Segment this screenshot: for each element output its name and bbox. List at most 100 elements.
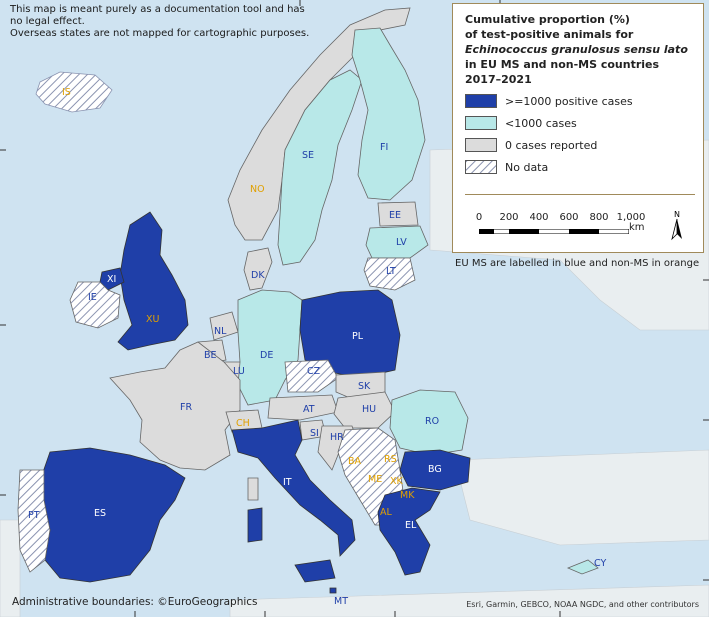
region-pl <box>299 289 401 379</box>
scale-tick-label: 200 <box>499 212 519 223</box>
label-it: IT <box>283 477 292 488</box>
legend-item-low: <1000 cases <box>465 115 693 131</box>
legend-label: >=1000 positive cases <box>505 94 633 108</box>
label-no: NO <box>250 184 265 195</box>
scale-labels: 0 200 400 600 800 1,000 <box>475 212 655 226</box>
label-pl: PL <box>352 331 364 342</box>
label-el: EL <box>405 520 417 531</box>
north-arrow-icon: N <box>671 210 682 241</box>
scale-bar <box>479 229 629 234</box>
region-bg <box>399 449 471 491</box>
country-labels: IS NO SE FI EE LV LT DK XI IE XU NL BE L… <box>28 87 606 607</box>
region-ie <box>69 281 121 329</box>
region-xi <box>99 267 125 291</box>
disclaimer: This map is meant purely as a documentat… <box>10 4 310 40</box>
region-pt <box>17 469 51 573</box>
label-mk: MK <box>400 490 415 501</box>
label-si: SI <box>310 428 319 439</box>
region-ro <box>389 389 469 456</box>
label-lv: LV <box>396 237 407 248</box>
label-fi: FI <box>380 142 388 153</box>
scale-tick-label: 800 <box>589 212 609 223</box>
region-fi <box>351 27 426 201</box>
admin-boundaries-credit: Administrative boundaries: ©EuroGeograph… <box>12 596 258 608</box>
basemap-credits: Esri, Garmin, GEBCO, NOAA NGDC, and othe… <box>466 600 699 609</box>
region-cy <box>566 559 599 575</box>
disclaimer-line: Overseas states are not mapped for carto… <box>10 28 310 39</box>
label-ee: EE <box>389 210 401 221</box>
scale-tick-label: 400 <box>529 212 549 223</box>
scale-tick-label: 1,000 <box>616 212 646 223</box>
label-ro: RO <box>425 416 439 427</box>
region-fr <box>109 341 241 471</box>
label-dk: DK <box>251 270 265 281</box>
label-lu: LU <box>233 366 245 377</box>
label-hr: HR <box>330 432 344 443</box>
ms-label-note: EU MS are labelled in blue and non-MS in… <box>455 258 700 269</box>
label-sk: SK <box>358 381 371 392</box>
region-it-sardinia <box>247 507 263 543</box>
region-se <box>277 69 363 266</box>
region-dk <box>243 247 273 291</box>
label-lt: LT <box>386 266 396 277</box>
label-cy: CY <box>594 558 606 569</box>
label-ba: BA <box>348 456 362 467</box>
legend-swatch-nodata <box>465 160 497 174</box>
region-no <box>227 7 411 241</box>
region-ee <box>377 201 419 227</box>
legend-swatch-low <box>465 116 497 130</box>
legend-item-high: >=1000 positive cases <box>465 93 693 109</box>
label-pt: PT <box>28 510 40 521</box>
region-it <box>231 419 356 557</box>
disclaimer-line: This map is meant purely as a documentat… <box>10 4 305 15</box>
label-de: DE <box>260 350 273 361</box>
label-rs: RS <box>384 454 397 465</box>
region-lt <box>363 257 416 291</box>
region-mt <box>329 587 337 594</box>
legend-item-zero: 0 cases reported <box>465 137 693 153</box>
label-cz: CZ <box>307 366 321 377</box>
region-el <box>377 487 441 576</box>
region-xu <box>117 211 189 351</box>
label-xu: XU <box>146 314 160 325</box>
legend-title-line: Cumulative proportion (%) <box>465 13 630 26</box>
region-is <box>35 71 113 113</box>
legend-title-line: Echinococcus granulosus sensu lato <box>465 43 688 56</box>
scale-tick-label: 600 <box>559 212 579 223</box>
legend-title-line: 2017–2021 <box>465 73 532 86</box>
label-al: AL <box>380 507 392 518</box>
label-me: ME <box>368 474 382 485</box>
legend-divider <box>465 194 695 195</box>
region-fr-corsica <box>247 477 259 501</box>
north-label: N <box>674 210 680 219</box>
label-xi: XI <box>107 274 116 285</box>
label-at: AT <box>303 404 315 415</box>
scale-unit: km <box>629 222 645 233</box>
region-de <box>237 289 303 406</box>
label-es: ES <box>94 508 106 519</box>
label-mt: MT <box>334 596 348 607</box>
region-it-sicily <box>294 559 336 583</box>
label-hu: HU <box>362 404 376 415</box>
legend-label: No data <box>505 160 549 174</box>
label-is: IS <box>62 87 71 98</box>
label-bg: BG <box>428 464 442 475</box>
label-be: BE <box>204 350 217 361</box>
region-at <box>267 394 339 421</box>
label-nl: NL <box>214 326 227 337</box>
scale-tick-label: 0 <box>475 212 483 223</box>
legend-item-nodata: No data <box>465 159 693 175</box>
label-xk: XK <box>390 476 404 487</box>
legend-label: 0 cases reported <box>505 138 598 152</box>
label-se: SE <box>302 150 314 161</box>
label-ch: CH <box>236 418 250 429</box>
legend-swatch-zero <box>465 138 497 152</box>
legend-label: <1000 cases <box>505 116 577 130</box>
legend-swatch-high <box>465 94 497 108</box>
disclaimer-line: no legal effect. <box>10 16 85 27</box>
label-fr: FR <box>180 402 192 413</box>
legend-title-line: of test-positive animals for <box>465 28 634 41</box>
legend-title-line: in EU MS and non-MS countries <box>465 58 660 71</box>
